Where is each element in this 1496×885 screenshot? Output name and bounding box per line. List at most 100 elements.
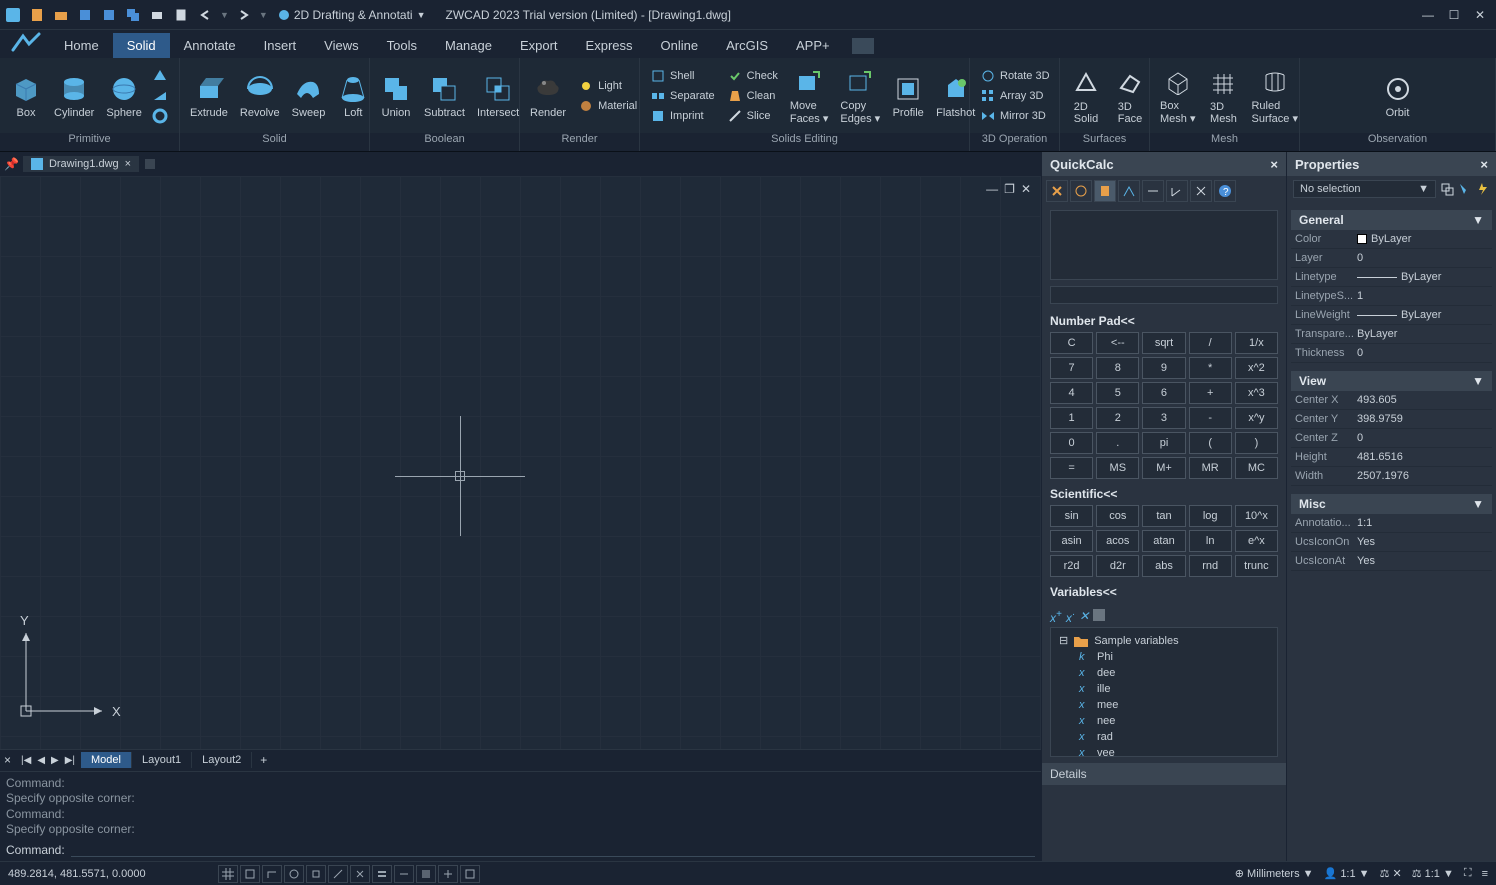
3d-mesh-button[interactable]: 3DMesh bbox=[1203, 65, 1243, 127]
qc-btn-abs[interactable]: abs bbox=[1142, 555, 1185, 577]
close-button[interactable]: ✕ bbox=[1468, 6, 1492, 24]
prop-row[interactable]: Transpare...ByLayer bbox=[1291, 325, 1492, 344]
box-mesh-button[interactable]: BoxMesh ▾ bbox=[1156, 64, 1199, 127]
qc-btn-[interactable]: <-- bbox=[1096, 332, 1139, 354]
layout-tab-layout2[interactable]: Layout2 bbox=[192, 752, 252, 768]
qc-btn-4[interactable]: 4 bbox=[1050, 382, 1093, 404]
qc-btn-[interactable]: / bbox=[1189, 332, 1232, 354]
qc-variable-item[interactable]: xvee bbox=[1055, 745, 1273, 757]
qc-btn-[interactable]: ) bbox=[1235, 432, 1278, 454]
ortho-toggle[interactable] bbox=[262, 865, 282, 883]
qc-variables-title[interactable]: Variables<< bbox=[1042, 577, 1286, 603]
layout-tab-model[interactable]: Model bbox=[81, 752, 132, 768]
prop-row[interactable]: LinetypeS...1 bbox=[1291, 287, 1492, 306]
qc-btn-[interactable]: * bbox=[1189, 357, 1232, 379]
qc-btn-log[interactable]: log bbox=[1189, 505, 1232, 527]
check-button[interactable]: Check bbox=[723, 67, 782, 85]
layout-add-button[interactable]: + bbox=[252, 751, 275, 769]
qc-tree-root[interactable]: ⊟ Sample variables bbox=[1055, 632, 1273, 649]
qc-angle-icon[interactable] bbox=[1166, 180, 1188, 202]
ruled-surface-button[interactable]: RuledSurface ▾ bbox=[1247, 64, 1302, 127]
qc-var-edit-icon[interactable]: x· bbox=[1066, 609, 1075, 625]
ribbon-tab-annotate[interactable]: Annotate bbox=[170, 33, 250, 58]
qc-btn-C[interactable]: C bbox=[1050, 332, 1093, 354]
qc-btn-d2r[interactable]: d2r bbox=[1096, 555, 1139, 577]
2dsolid-button[interactable]: 2DSolid bbox=[1066, 65, 1106, 127]
qc-btn-2[interactable]: 2 bbox=[1096, 407, 1139, 429]
shell-button[interactable]: Shell bbox=[646, 67, 719, 85]
layout-last-icon[interactable]: ▶| bbox=[63, 755, 77, 766]
selection-dropdown[interactable]: No selection▼ bbox=[1293, 180, 1436, 198]
osnap-toggle[interactable] bbox=[306, 865, 326, 883]
doc-close-icon[interactable]: ✕ bbox=[1021, 182, 1031, 196]
ribbon-tab-export[interactable]: Export bbox=[506, 33, 572, 58]
qc-display[interactable] bbox=[1050, 210, 1278, 280]
qc-btn-ln[interactable]: ln bbox=[1189, 530, 1232, 552]
qc-history-icon[interactable] bbox=[1070, 180, 1092, 202]
snap-toggle[interactable] bbox=[240, 865, 260, 883]
torus-icon[interactable] bbox=[152, 108, 168, 124]
qc-btn-r2d[interactable]: r2d bbox=[1050, 555, 1093, 577]
prop-flash-icon[interactable] bbox=[1476, 182, 1490, 196]
qc-btn-8[interactable]: 8 bbox=[1096, 357, 1139, 379]
new-tab-icon[interactable] bbox=[143, 157, 157, 171]
polar-toggle[interactable] bbox=[284, 865, 304, 883]
prop-row[interactable]: Center Y398.9759 bbox=[1291, 410, 1492, 429]
drawing-canvas[interactable]: — ❐ ✕ Y X bbox=[0, 176, 1041, 749]
ducs-toggle[interactable] bbox=[416, 865, 436, 883]
workspace-dropdown[interactable]: 2D Drafting & Annotati ▼ bbox=[278, 8, 426, 22]
qc-btn-7[interactable]: 7 bbox=[1050, 357, 1093, 379]
qc-result[interactable] bbox=[1050, 286, 1278, 304]
save-icon[interactable] bbox=[76, 6, 94, 24]
cycle-toggle[interactable] bbox=[394, 865, 414, 883]
render-button[interactable]: Render bbox=[526, 71, 570, 121]
ribbon-tab-tools[interactable]: Tools bbox=[373, 33, 431, 58]
cmdline-close-icon[interactable]: × bbox=[0, 753, 15, 767]
quickcalc-close-icon[interactable]: × bbox=[1270, 157, 1278, 172]
qc-btn-x2[interactable]: x^2 bbox=[1235, 357, 1278, 379]
qc-var-new-icon[interactable]: x+ bbox=[1050, 609, 1062, 625]
qc-getcoord-icon[interactable] bbox=[1118, 180, 1140, 202]
app-menu-icon[interactable] bbox=[4, 6, 22, 24]
pick-add-icon[interactable] bbox=[1440, 182, 1454, 196]
qc-btn-acos[interactable]: acos bbox=[1096, 530, 1139, 552]
customize-icon[interactable]: ≡ bbox=[1482, 868, 1488, 880]
qc-btn-xy[interactable]: x^y bbox=[1235, 407, 1278, 429]
prop-row[interactable]: LineWeightByLayer bbox=[1291, 306, 1492, 325]
user-icon[interactable]: 👤 1:1 ▼ bbox=[1324, 867, 1370, 880]
grid-toggle[interactable] bbox=[218, 865, 238, 883]
revolve-button[interactable]: Revolve bbox=[236, 71, 284, 121]
preview-icon[interactable] bbox=[172, 6, 190, 24]
clean-button[interactable]: Clean bbox=[723, 87, 782, 105]
extrude-button[interactable]: Extrude bbox=[186, 71, 232, 121]
qc-btn-10x[interactable]: 10^x bbox=[1235, 505, 1278, 527]
maximize-button[interactable]: ☐ bbox=[1442, 6, 1466, 24]
layout-first-icon[interactable]: |◀ bbox=[19, 755, 33, 766]
prop-row[interactable]: Layer0 bbox=[1291, 249, 1492, 268]
material-button[interactable]: Material bbox=[574, 97, 641, 115]
qc-btn-1x[interactable]: 1/x bbox=[1235, 332, 1278, 354]
profile-button[interactable]: Profile bbox=[888, 71, 928, 121]
3dface-button[interactable]: 3DFace bbox=[1110, 65, 1150, 127]
qc-btn-M[interactable]: M+ bbox=[1142, 457, 1185, 479]
separate-button[interactable]: Separate bbox=[646, 87, 719, 105]
tab-close-icon[interactable]: × bbox=[125, 158, 131, 170]
qc-btn-1[interactable]: 1 bbox=[1050, 407, 1093, 429]
wedge-icon[interactable] bbox=[152, 88, 168, 104]
saveas-icon[interactable] bbox=[100, 6, 118, 24]
qc-btn-sin[interactable]: sin bbox=[1050, 505, 1093, 527]
undo-icon[interactable] bbox=[196, 6, 214, 24]
ribbon-tab-solid[interactable]: Solid bbox=[113, 33, 170, 58]
qc-btn-atan[interactable]: atan bbox=[1142, 530, 1185, 552]
qc-help-icon[interactable]: ? bbox=[1214, 180, 1236, 202]
ribbon-extra-icon[interactable] bbox=[852, 38, 874, 54]
qc-btn-3[interactable]: 3 bbox=[1142, 407, 1185, 429]
3dosnap-toggle[interactable] bbox=[438, 865, 458, 883]
lwt-toggle[interactable] bbox=[372, 865, 392, 883]
layout-next-icon[interactable]: ▶ bbox=[49, 755, 61, 766]
subtract-button[interactable]: Subtract bbox=[420, 71, 469, 121]
sphere-button[interactable]: Sphere bbox=[102, 71, 145, 121]
prop-section-view[interactable]: View▼ bbox=[1291, 371, 1492, 391]
saveall-icon[interactable] bbox=[124, 6, 142, 24]
cylinder-button[interactable]: Cylinder bbox=[50, 71, 98, 121]
